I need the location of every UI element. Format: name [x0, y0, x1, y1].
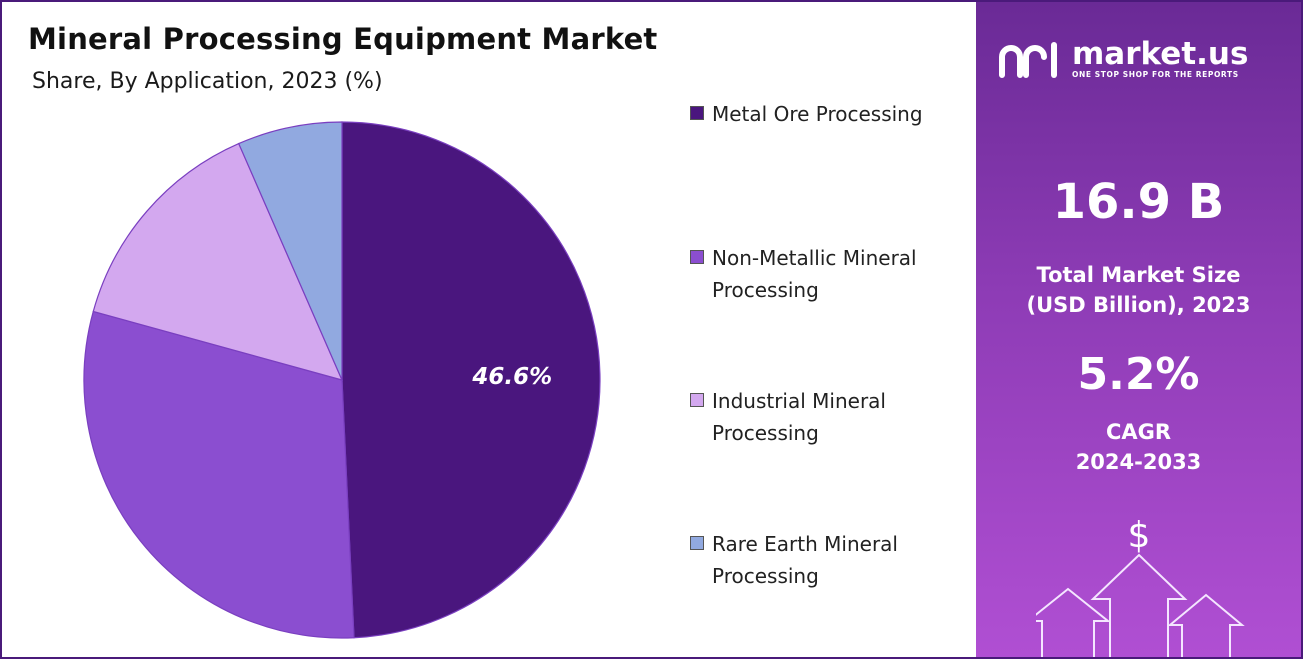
chart-title: Mineral Processing Equipment Market [28, 22, 658, 56]
pie-chart: 46.6% [83, 121, 601, 639]
legend-swatch [690, 536, 704, 550]
dollar-arrows-icon: $ [1036, 515, 1245, 657]
pie-value-label: 46.6% [471, 364, 552, 390]
pie-slice-rare-earth [237, 121, 343, 381]
legend-item-rare-earth: Rare Earth Mineral Processing [690, 528, 970, 592]
brand-name: market.us [1072, 36, 1249, 72]
svg-text:$: $ [1128, 515, 1151, 556]
brand-tagline: ONE STOP SHOP FOR THE REPORTS [1072, 70, 1239, 79]
market-us-logo-icon [999, 42, 1057, 78]
legend-label: Industrial Mineral Processing [712, 389, 886, 445]
pie-slice-non-metallic [83, 310, 355, 639]
legend-item-metal-ore: Metal Ore Processing [690, 98, 970, 130]
stats-panel: market.us ONE STOP SHOP FOR THE REPORTS … [976, 2, 1301, 657]
legend-swatch [690, 393, 704, 407]
legend-label: Rare Earth Mineral Processing [712, 532, 898, 588]
legend-swatch [690, 106, 704, 120]
brand-logo: market.us ONE STOP SHOP FOR THE REPORTS [998, 38, 1248, 80]
legend-swatch [690, 250, 704, 264]
pie-slice-metal-ore [341, 121, 601, 639]
cagr-label: CAGR 2024-2033 [1075, 420, 1202, 474]
legend-label: Metal Ore Processing [712, 102, 923, 126]
legend-item-non-metallic: Non-Metallic Mineral Processing [690, 242, 970, 306]
market-size-value: 16.9 B [1052, 174, 1225, 230]
pie-slice-industrial [92, 142, 344, 381]
chart-subtitle: Share, By Application, 2023 (%) [32, 69, 383, 94]
market-size-label: Total Market Size (USD Billion), 2023 [1026, 263, 1251, 317]
legend-item-industrial: Industrial Mineral Processing [690, 385, 970, 449]
legend-label: Non-Metallic Mineral Processing [712, 246, 917, 302]
cagr-value: 5.2% [1077, 349, 1200, 400]
